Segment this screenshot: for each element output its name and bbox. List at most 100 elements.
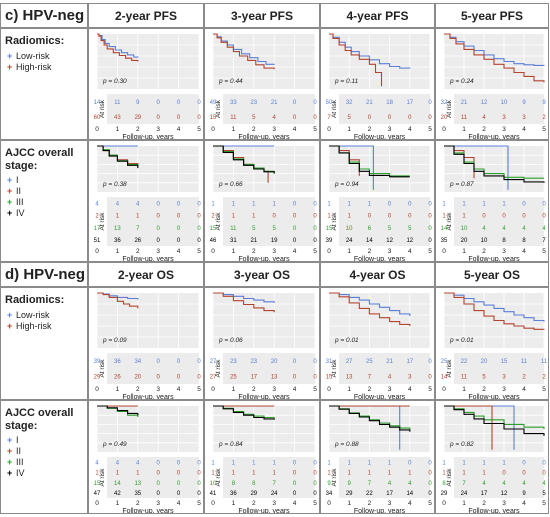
at-risk-value: 31 <box>326 359 333 365</box>
at-risk-value: 0 <box>313 481 317 487</box>
at-risk-value: 1 <box>252 201 256 207</box>
p-value: p = 0.66 <box>218 181 243 188</box>
at-risk-value: 1 <box>388 471 392 477</box>
at-risk-value: 0 <box>428 214 432 220</box>
at-risk-value: 4 <box>502 226 506 232</box>
risk-axis-label: At risk <box>331 359 338 378</box>
x-tick-label: 5 <box>542 386 546 393</box>
at-risk-value: 9 <box>522 491 526 497</box>
legend-item: + I <box>7 435 19 446</box>
at-risk-value: 1 <box>252 471 256 477</box>
legend-item: + IV <box>7 468 25 479</box>
p-value: p = 0.49 <box>102 441 127 448</box>
legend-marker: + <box>7 321 13 331</box>
x-tick-label: 1 <box>232 248 236 255</box>
legend-marker: + <box>7 435 13 445</box>
at-risk-value: 8 <box>232 481 236 487</box>
km-curve-0 <box>444 292 545 322</box>
x-tick-label: 2 <box>482 126 486 133</box>
risk-axis-label: At risk <box>99 468 106 487</box>
x-tick-label: 0 <box>211 248 215 255</box>
at-risk-value: 0 <box>177 100 181 106</box>
at-risk-value: 4 <box>522 481 526 487</box>
chart-cell: p = 0.88 At risk 1 1 1 1 0 0 1 1 1 1 1 0 9 9 7 4 4 0 34 29 22 1… <box>320 400 435 514</box>
at-risk-value: 1 <box>273 460 277 466</box>
plot-area <box>97 34 199 89</box>
at-risk-value: 11 <box>461 375 468 381</box>
x-tick-label: 4 <box>408 500 412 507</box>
at-risk-value: 13 <box>134 481 141 487</box>
at-risk-value: 29 <box>441 491 448 497</box>
km-curve-3 <box>213 145 275 174</box>
at-risk-value: 20 <box>441 115 448 121</box>
risk-table <box>107 353 199 384</box>
column-title-cell: 4-year PFS <box>320 3 435 28</box>
x-tick-label: 1 <box>347 500 351 507</box>
x-tick-label: 5 <box>313 386 317 393</box>
risk-table <box>454 197 544 246</box>
risk-table <box>223 457 315 498</box>
p-value: p = 0.38 <box>102 181 127 188</box>
plot-area <box>444 146 544 192</box>
x-tick-label: 5 <box>428 386 432 393</box>
at-risk-value: 0 <box>273 214 277 220</box>
at-risk-value: 0 <box>313 115 317 121</box>
at-risk-value: 0 <box>157 238 161 244</box>
at-risk-value: 0 <box>293 460 297 466</box>
column-title-cell: 5-year PFS <box>435 3 549 28</box>
at-risk-value: 4 <box>136 201 140 207</box>
risk-table <box>223 353 315 384</box>
km-curve-0 <box>329 292 411 317</box>
x-tick-label: 5 <box>313 126 317 133</box>
at-risk-value: 22 <box>461 359 468 365</box>
x-tick-label: 5 <box>542 500 546 507</box>
plot-area <box>97 146 199 192</box>
at-risk-value: 51 <box>94 238 101 244</box>
at-risk-value: 23 <box>230 359 237 365</box>
at-risk-value: 0 <box>157 359 161 365</box>
x-axis-label: Follow-up, years <box>122 256 174 262</box>
p-value: p = 0.01 <box>449 337 474 344</box>
at-risk-value: 1 <box>442 460 446 466</box>
legend-item: + Low-risk <box>7 310 50 321</box>
legend-label: Low-risk <box>16 310 50 320</box>
section-title-cell: d) HPV-neg <box>0 262 88 287</box>
km-curve-1 <box>97 33 139 62</box>
at-risk-value: 24 <box>346 238 353 244</box>
at-risk-value: 4 <box>95 460 99 466</box>
at-risk-value: 32 <box>441 100 448 106</box>
at-risk-value: 0 <box>428 481 432 487</box>
chart-cell: p = 0.24 At risk 32 21 12 10 9 9 20 11 4 3 3 2 0 1 2 3 4 5 F… <box>435 28 549 140</box>
x-tick-label: 2 <box>368 386 372 393</box>
at-risk-value: 0 <box>177 471 181 477</box>
x-axis-label: Follow-up, years <box>468 394 520 400</box>
at-risk-value: 29 <box>94 375 101 381</box>
at-risk-value: 0 <box>388 214 392 220</box>
at-risk-value: 27 <box>210 359 217 365</box>
at-risk-value: 19 <box>271 238 278 244</box>
at-risk-value: 0 <box>482 214 486 220</box>
at-risk-value: 1 <box>211 471 215 477</box>
legend-item: + III <box>7 197 24 208</box>
km-curve-1 <box>444 33 545 83</box>
at-risk-value: 14 <box>94 100 101 106</box>
at-risk-value: 1 <box>348 460 352 466</box>
x-tick-label: 0 <box>327 126 331 133</box>
x-tick-label: 4 <box>177 500 181 507</box>
risk-table <box>454 457 544 498</box>
at-risk-value: 8 <box>442 481 446 487</box>
at-risk-value: 0 <box>157 491 161 497</box>
chart-cell: p = 0.49 At risk 4 4 4 0 0 0 1 1 1 0 0 0 15 14 13 0 0 0 47 42… <box>88 400 204 514</box>
p-value: p = 0.01 <box>334 337 359 344</box>
x-tick-label: 1 <box>116 126 120 133</box>
at-risk-value: 14 <box>441 226 448 232</box>
at-risk-value: 0 <box>313 375 317 381</box>
at-risk-value: 35 <box>134 491 141 497</box>
at-risk-value: 36 <box>230 491 237 497</box>
at-risk-value: 5 <box>348 115 352 121</box>
chart-cell: p = 0.09 At risk 39 36 34 0 0 0 29 26 20 0 0 0 0 1 2 3 4 5 F… <box>88 287 204 400</box>
